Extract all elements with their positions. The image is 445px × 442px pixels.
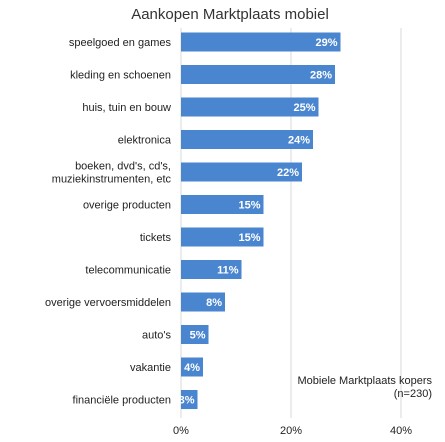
value-label: 5% — [190, 330, 206, 342]
category-label: overige vervoersmiddelen — [45, 297, 171, 309]
bar — [181, 162, 302, 182]
category-label: financiële producten — [73, 395, 171, 407]
category-label: overige producten — [83, 200, 171, 212]
value-label: 24% — [288, 135, 310, 147]
x-tick-label: 20% — [280, 425, 302, 437]
x-tick-label: 40% — [390, 425, 412, 437]
category-label: elektronica — [118, 135, 172, 147]
value-label: 25% — [293, 102, 315, 114]
value-label: 4% — [184, 362, 200, 374]
grid-layer — [180, 28, 402, 418]
bar — [181, 32, 341, 52]
sample-note: Mobiele Marktplaats kopers (n=230) — [297, 375, 432, 400]
value-label: 29% — [315, 37, 337, 49]
category-label: huis, tuin en bouw — [82, 102, 171, 114]
category-labels: speelgoed en games kleding en schoenen hui… — [45, 37, 172, 407]
category-label: speelgoed en games — [69, 37, 172, 49]
bar-layer — [181, 32, 341, 409]
bar — [181, 97, 319, 117]
bar — [181, 65, 335, 84]
x-axis-ticks: 0% 20% 40% — [173, 425, 412, 437]
bar — [181, 357, 203, 377]
bar — [181, 260, 242, 279]
bar — [181, 195, 264, 214]
value-label: 28% — [310, 70, 332, 82]
category-label: kleding en schoenen — [70, 70, 171, 82]
value-label: 11% — [217, 265, 239, 277]
category-label: vakantie — [130, 362, 171, 374]
bar — [181, 390, 198, 409]
bar — [181, 292, 225, 312]
category-label: telecommunicatie — [85, 265, 171, 277]
category-label: tickets — [140, 232, 172, 244]
value-labels: 29% 28% 25% 24% 22% 15% 15% 11% 8% 5% 4% 3% — [179, 37, 338, 407]
value-label: 15% — [238, 200, 260, 212]
x-tick-label: 0% — [173, 425, 189, 437]
value-label: 15% — [238, 232, 260, 244]
category-label: auto's — [142, 330, 172, 342]
bar — [181, 227, 264, 247]
chart-title: Aankopen Marktplaats mobiel — [131, 6, 329, 23]
value-label: 3% — [179, 395, 195, 407]
bar — [181, 325, 209, 344]
category-label: boeken, dvd's, cd's, muziekinstrumenten, … — [52, 161, 172, 186]
bar — [181, 130, 313, 149]
value-label: 22% — [277, 167, 299, 179]
value-label: 8% — [206, 297, 222, 309]
